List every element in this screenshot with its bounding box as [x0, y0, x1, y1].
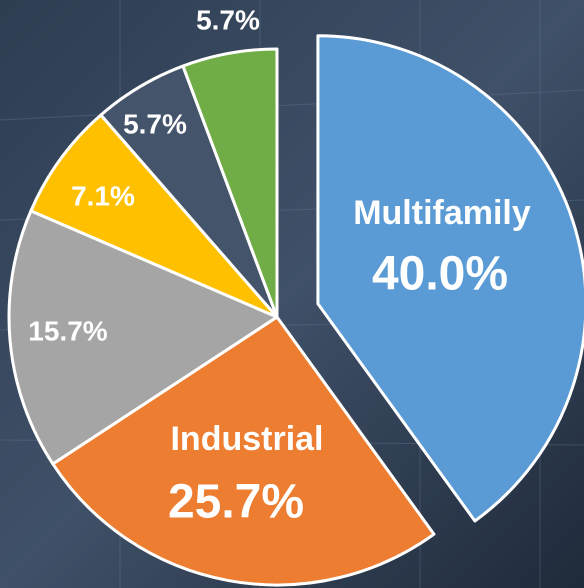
value-label: 5.7%: [196, 4, 260, 35]
pie-slice: [29, 113, 279, 319]
value-label: 40.0%: [372, 248, 508, 301]
category-label: Multifamily: [353, 194, 531, 232]
value-label: 7.1%: [71, 180, 135, 211]
pie-slice: [7, 209, 279, 466]
value-label: 15.7%: [28, 315, 107, 346]
value-label: 5.7%: [123, 108, 187, 139]
pie-slice: [51, 315, 436, 587]
pie-slice: [181, 47, 279, 319]
category-label: Industrial: [170, 420, 323, 458]
pie-slice: [316, 34, 584, 523]
pie: [7, 34, 584, 587]
value-label: 25.7%: [168, 476, 304, 529]
labels: Multifamily 40.0% Industrial 25.7% 15.7% 7.1%…: [28, 4, 531, 528]
